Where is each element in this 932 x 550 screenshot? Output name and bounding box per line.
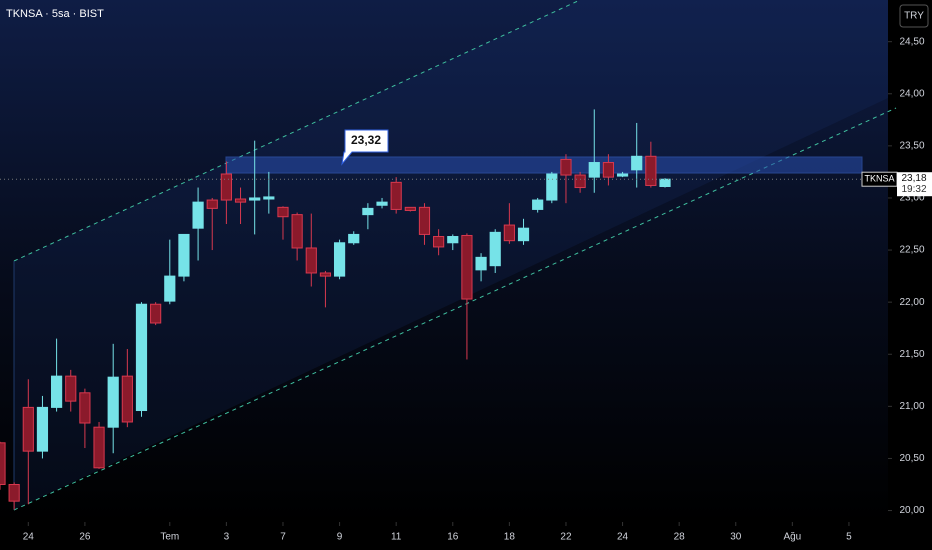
candle-body: [645, 155, 657, 186]
countdown: 19:32: [901, 184, 926, 195]
candle-body: [65, 375, 77, 402]
candle-body: [602, 162, 615, 178]
candle-body: [107, 376, 119, 428]
candle-body: [263, 196, 275, 200]
x-tick-label: 26: [79, 532, 91, 543]
candle-body: [616, 173, 629, 177]
x-tick-label: 7: [280, 532, 286, 543]
candle-body: [659, 178, 671, 188]
candle-body: [319, 272, 332, 277]
x-tick-label: 24: [23, 532, 35, 543]
candle-body: [192, 201, 204, 229]
symbol: TKNSA: [864, 174, 894, 184]
candle-body: [8, 483, 20, 502]
candle-body: [305, 247, 317, 274]
candle-body: [631, 155, 643, 171]
candle-body: [489, 231, 501, 267]
candle-body: [517, 227, 530, 242]
x-tick-label: Ağu: [783, 532, 801, 543]
resistance-zone: [225, 156, 863, 174]
candle-body: [418, 206, 431, 235]
currency[interactable]: TRY: [904, 11, 924, 22]
candle-body: [404, 206, 416, 211]
x-tick-label: 22: [560, 532, 572, 543]
candle-body: [0, 442, 6, 485]
candle-body: [206, 199, 218, 209]
x-tick-label: 5: [846, 532, 852, 543]
candle-body: [503, 224, 515, 242]
candle-body: [333, 242, 346, 277]
last-price: 23,18: [901, 173, 926, 184]
candle-body: [461, 234, 473, 300]
x-tick-label: 28: [674, 532, 686, 543]
y-tick-label: 24,50: [899, 36, 924, 47]
y-tick-label: 23,50: [899, 141, 924, 152]
candle-body: [164, 275, 176, 302]
candle-body: [150, 303, 162, 324]
annotation-bubble: [341, 129, 389, 166]
channel-fill: [14, 0, 888, 510]
candle-body: [574, 174, 586, 189]
x-tick-label: 30: [730, 532, 742, 543]
x-tick-label: 9: [337, 532, 343, 543]
last-price-tag: [897, 172, 932, 197]
candle-body: [291, 214, 303, 249]
x-tick-label: Tem: [160, 532, 179, 543]
candle-body: [532, 199, 544, 210]
y-tick-label: 21,00: [899, 401, 924, 412]
candle-body: [447, 236, 459, 244]
candle-body: [135, 303, 148, 412]
candle-body: [79, 392, 91, 424]
candle-body: [36, 406, 49, 452]
candle-body: [51, 375, 63, 408]
y-tick-label: 22,00: [899, 297, 924, 308]
candle-body: [433, 236, 445, 248]
y-tick-label: 23,00: [899, 193, 924, 204]
x-tick-label: 3: [224, 532, 230, 543]
x-tick-label: 18: [504, 532, 516, 543]
x-tick-label: 16: [447, 532, 459, 543]
y-tick-label: 20,00: [899, 505, 924, 516]
candle-body: [121, 375, 133, 423]
candle-body: [220, 173, 232, 201]
channel-lower: [13, 107, 897, 511]
x-tick-label: 11: [391, 532, 402, 543]
candles: [0, 109, 671, 510]
y-tick-label: 22,50: [899, 245, 924, 256]
candle-body: [376, 201, 388, 206]
y-tick-label: 20,50: [899, 453, 924, 464]
price-axis: [888, 0, 932, 550]
y-tick-label: 24,00: [899, 88, 924, 99]
candle-body: [546, 173, 558, 201]
annotation: 23,32: [351, 133, 381, 147]
candle-body: [277, 206, 289, 218]
candle-body: [588, 162, 600, 178]
x-tick-label: 24: [617, 532, 629, 543]
candle-body: [560, 158, 572, 176]
candle-body: [348, 233, 360, 244]
candle-body: [249, 197, 261, 201]
candle-body: [362, 207, 374, 216]
plot-background: [0, 0, 888, 522]
candle-body: [234, 198, 247, 203]
candle-body: [475, 256, 487, 271]
candle-body: [22, 406, 34, 452]
y-tick-label: 21,50: [899, 349, 924, 360]
candle-body: [93, 426, 105, 469]
candle-body: [390, 181, 402, 210]
chart-title: TKNSA · 5sa · BIST: [6, 8, 104, 20]
currency-button[interactable]: [899, 4, 929, 28]
candle-body: [178, 233, 190, 277]
